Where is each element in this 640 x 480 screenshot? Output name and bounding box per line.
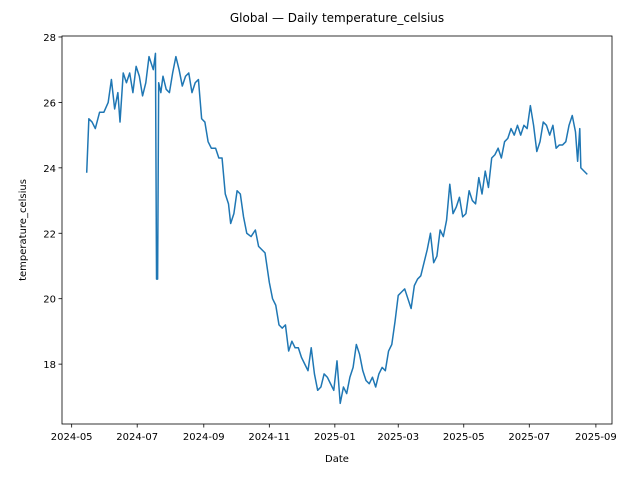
x-tick-label: 2025-09 <box>575 432 617 443</box>
y-tick-label: 24 <box>43 164 56 175</box>
y-tick-label: 22 <box>43 229 56 240</box>
x-tick-label: 2024-09 <box>183 432 225 443</box>
x-tick-label: 2025-07 <box>508 432 550 443</box>
plot-frame <box>61 35 613 425</box>
y-tick-label: 20 <box>43 295 56 306</box>
x-tick-label: 2024-07 <box>116 432 158 443</box>
chart-title: Global — Daily temperature_celsius <box>230 11 444 25</box>
x-tick-label: 2024-05 <box>51 432 93 443</box>
data-line <box>85 52 588 405</box>
y-axis-label: temperature_celsius <box>18 179 29 281</box>
x-tick-label: 2025-03 <box>377 432 419 443</box>
x-tick-label: 2025-01 <box>314 432 356 443</box>
y-tick-label: 28 <box>43 33 56 44</box>
x-tick-label: 2025-05 <box>443 432 485 443</box>
x-tick-label: 2024-11 <box>248 432 290 443</box>
x-axis-label: Date <box>325 454 349 465</box>
y-tick-label: 26 <box>43 98 56 109</box>
y-tick-label: 18 <box>43 360 56 371</box>
